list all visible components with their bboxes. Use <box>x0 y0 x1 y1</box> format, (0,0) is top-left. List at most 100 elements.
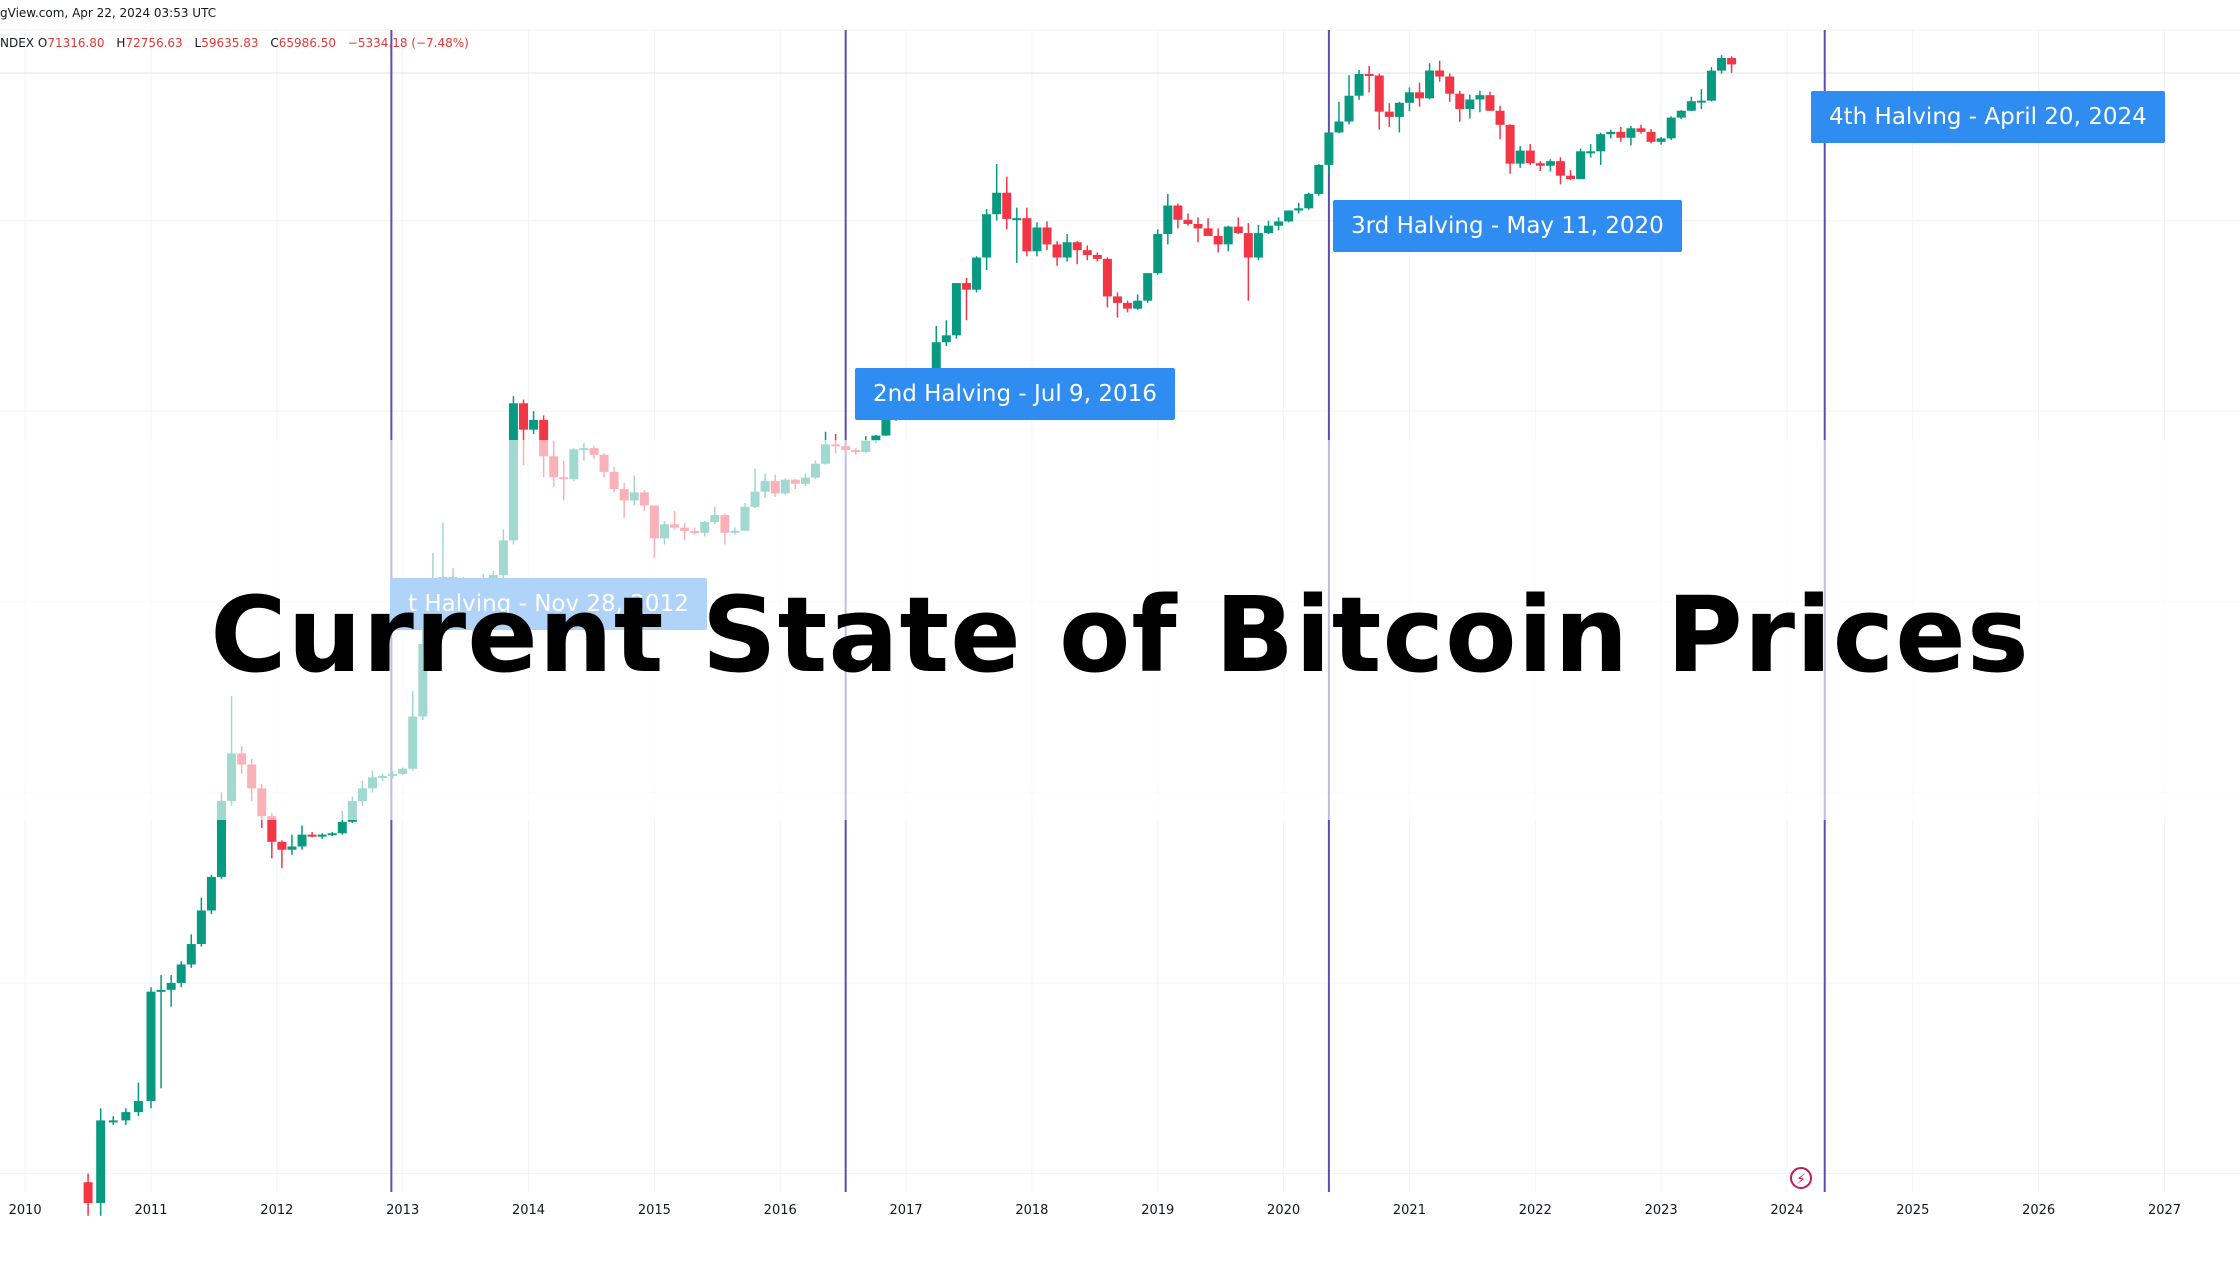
candle-body <box>257 788 267 817</box>
candle-body <box>1183 219 1193 224</box>
x-tick-label: 2027 <box>2148 1203 2181 1218</box>
candle-body <box>569 449 579 480</box>
candle-body <box>1284 210 1294 222</box>
candle-body <box>992 192 1002 215</box>
candle-body <box>1364 73 1374 76</box>
candle-body <box>1243 233 1253 258</box>
halving-callout-2[interactable]: 2nd Halving - Jul 9, 2016 <box>855 368 1175 420</box>
x-tick-label: 2021 <box>1393 1203 1426 1218</box>
halving-callout-3[interactable]: 3rd Halving - May 11, 2020 <box>1333 200 1682 252</box>
candle-body <box>1072 242 1082 251</box>
candle-body <box>1666 117 1676 139</box>
candle-body <box>133 1101 143 1113</box>
candle-body <box>1294 208 1304 211</box>
candle-body <box>1394 102 1404 117</box>
candle-body <box>1535 163 1545 166</box>
halving-2-label: 2nd Halving - Jul 9, 2016 <box>873 381 1157 407</box>
candle-body <box>307 834 317 837</box>
candle-body <box>1415 92 1425 99</box>
candle-body <box>227 753 237 802</box>
halving-callout-1[interactable]: t Halving - Nov 28, 2012 <box>390 578 707 630</box>
high-label: H <box>116 36 126 50</box>
candle-body <box>1193 223 1203 229</box>
candle-body <box>277 841 287 850</box>
chart-source-info: gView.com, Apr 22, 2024 03:53 UTC <box>0 6 216 26</box>
candle-body <box>770 481 780 494</box>
low-value: 59635.83 <box>201 36 259 50</box>
candle-body <box>1404 92 1414 103</box>
candle-body <box>1555 161 1565 176</box>
candle-body <box>881 414 891 436</box>
candle-body <box>1465 99 1475 110</box>
candle-body <box>388 773 398 776</box>
candle-body <box>1596 134 1606 152</box>
candle-body <box>539 419 549 457</box>
x-tick-label: 2019 <box>1141 1203 1174 1218</box>
candle-body <box>790 479 800 484</box>
candle-body <box>1022 218 1032 252</box>
candle-body <box>1062 242 1072 258</box>
candle-body <box>599 454 609 472</box>
candle-body <box>166 982 176 990</box>
x-tick-label: 2024 <box>1770 1203 1803 1218</box>
candle-body <box>1384 111 1394 117</box>
candle-body <box>1696 100 1706 103</box>
candle-body <box>337 821 347 834</box>
candle-body <box>1304 193 1314 209</box>
x-tick-label: 2025 <box>1896 1203 1929 1218</box>
candle-body <box>519 403 529 430</box>
candle-body <box>1656 138 1666 142</box>
candle-body <box>327 833 337 836</box>
candle-body <box>730 530 740 533</box>
candle-body <box>670 524 680 528</box>
candle-body <box>1012 218 1022 221</box>
candle-body <box>780 479 790 494</box>
x-tick-label: 2010 <box>9 1203 42 1218</box>
candle-body <box>529 419 539 430</box>
time-axis: 2010 2011 2012 2013 2014 2015 2016 2017 2018 2019… <box>9 1203 2181 1218</box>
candle-body <box>821 444 831 464</box>
halving-callout-4[interactable]: 4th Halving - April 20, 2024 <box>1811 91 2165 143</box>
candle-body <box>1143 273 1153 301</box>
candle-body <box>186 944 196 965</box>
candle-body <box>267 816 277 842</box>
candle-body <box>1203 228 1213 237</box>
candle-body <box>710 515 720 523</box>
candle-body <box>1374 75 1384 112</box>
candle-body <box>1505 124 1515 164</box>
candle-body <box>619 489 629 501</box>
grid <box>0 29 2240 1192</box>
candle-body <box>297 834 307 847</box>
lightning-icon[interactable]: ⚡ <box>1790 1167 1812 1189</box>
candle-body <box>1334 121 1344 133</box>
candle-body <box>720 515 730 533</box>
candle-body <box>1586 151 1596 154</box>
candle-body <box>367 777 377 789</box>
candle-body <box>1153 234 1163 274</box>
change-value: −5334.18 (−7.48%) <box>347 36 469 50</box>
candle-body <box>1112 296 1122 303</box>
candle-body <box>1706 70 1716 101</box>
x-tick-label: 2016 <box>764 1203 797 1218</box>
candle-body <box>810 463 820 478</box>
candle-body <box>156 989 166 992</box>
candle-body <box>659 524 669 539</box>
candle-body <box>176 964 186 983</box>
candle-body <box>579 448 589 451</box>
candle-body <box>831 444 841 447</box>
x-tick-label: 2014 <box>512 1203 545 1218</box>
candle-body <box>1354 73 1364 96</box>
candle-body <box>1052 244 1062 258</box>
candle-body <box>1576 151 1586 180</box>
candle-body <box>1042 227 1052 245</box>
candle-body <box>1092 254 1102 259</box>
candle-body <box>1133 300 1143 309</box>
candle-body <box>1626 128 1636 138</box>
candle-body <box>237 753 247 765</box>
candle-body <box>317 834 327 837</box>
halving-4-label: 4th Halving - April 20, 2024 <box>1829 104 2147 130</box>
candle-body <box>941 335 951 343</box>
candle-body <box>1455 93 1465 110</box>
